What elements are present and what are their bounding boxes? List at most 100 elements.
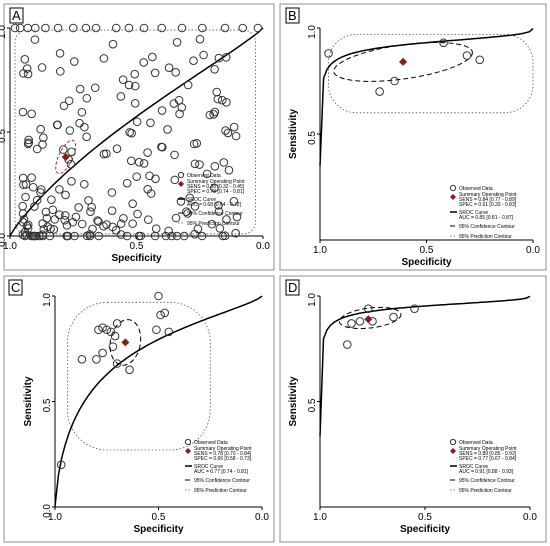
legend-sens: SENS = 0.38 [0.32 - 0.45] xyxy=(187,184,245,190)
observed-data-point xyxy=(202,169,212,179)
observed-data-point xyxy=(79,179,89,189)
observed-data-point xyxy=(102,325,112,335)
observed-data-point xyxy=(94,217,103,226)
x-axis-title: Specificity xyxy=(400,524,450,535)
panel-a: A1.00.50.00.00.51.0SpecificitySensitivit… xyxy=(0,7,270,264)
y-axis-title: Sensitivity xyxy=(288,109,299,159)
legend-auc: AUC = 0.85 [0.81 - 0.87] xyxy=(459,215,514,221)
observed-data-point xyxy=(195,160,204,169)
panel-b: B 1.0 0.5 0.0 0.5 1.0 Specificity Sensitivity Ob… xyxy=(285,7,540,268)
observed-data-point xyxy=(229,197,239,206)
y-tick-label: 1.0 xyxy=(307,25,318,39)
observed-data-point xyxy=(116,219,126,228)
observed-data-point xyxy=(39,133,48,142)
observed-data-point xyxy=(19,180,28,190)
observed-data-point xyxy=(183,80,193,90)
legend-summary-symbol xyxy=(450,448,456,454)
legend-sroc-label: SROC Curve xyxy=(187,197,216,203)
observed-data-point xyxy=(112,319,122,328)
observed-data-point xyxy=(128,219,137,228)
observed-data-point xyxy=(134,157,144,167)
confidence-contour xyxy=(109,319,142,366)
x-axis-title: Specificity xyxy=(401,257,451,268)
panel-label: A xyxy=(12,8,21,23)
panel-d: D 1.0 0.5 0.0 0.5 1.0 Specificity Sensitivity Ob… xyxy=(285,279,537,535)
legend-observed-label: Observed Data xyxy=(194,440,228,446)
observed-data-point xyxy=(209,110,218,119)
observed-data-point xyxy=(30,35,40,44)
legend-summary-label: Summary Operating Point xyxy=(194,446,252,452)
observed-data-point xyxy=(108,39,118,49)
legend-sroc-label: SROC Curve xyxy=(459,210,488,216)
observed-data-point xyxy=(24,138,34,148)
observed-data-point xyxy=(27,109,36,119)
observed-data-point xyxy=(210,162,220,171)
legend-auc: AUC = 0.91 [0.88 - 0.93] xyxy=(459,469,514,475)
x-tick-label: 1.0 xyxy=(3,241,17,252)
legend-prediction-label: 95% Prediction Contour xyxy=(459,488,512,494)
observed-data-point xyxy=(197,23,207,33)
sroc-curve xyxy=(54,295,263,507)
legend-sens: SENS = 0.84 [0.77 - 0.89] xyxy=(459,197,517,203)
observed-data-point xyxy=(37,63,47,72)
observed-data-point xyxy=(94,325,103,335)
observed-data-point xyxy=(190,159,200,169)
observed-data-point xyxy=(190,229,199,239)
legend-confidence-label: 95% Confidence Contour xyxy=(459,478,515,484)
observed-data-point xyxy=(185,193,194,203)
legend-sroc-label: SROC Curve xyxy=(459,464,488,470)
x-tick-label: 0.0 xyxy=(526,245,540,256)
x-tick-label: 1.0 xyxy=(313,512,327,523)
observed-data-point xyxy=(18,209,28,218)
observed-data-point xyxy=(139,58,149,67)
observed-data-point xyxy=(192,138,202,148)
y-tick-label: 0.0 xyxy=(0,233,8,247)
observed-data-point xyxy=(70,57,79,66)
observed-data-point xyxy=(364,304,373,313)
legend-summary-symbol xyxy=(450,194,456,200)
panel-label-box xyxy=(8,279,23,296)
observed-data-point xyxy=(219,158,229,167)
x-tick-label: 0.5 xyxy=(418,512,432,523)
observed-data-point xyxy=(214,201,223,210)
observed-data-point xyxy=(222,215,231,224)
legend-spec: SPEC = 0.77 [0.67 - 0.84] xyxy=(459,456,517,462)
observed-data-point xyxy=(218,231,228,241)
prediction-contour xyxy=(328,33,534,114)
observed-data-point xyxy=(355,317,365,326)
summary-operating-point xyxy=(121,338,130,347)
panel-d-frame xyxy=(279,275,547,543)
observed-data-point xyxy=(156,310,165,320)
observed-data-point xyxy=(18,230,28,240)
observed-data-point xyxy=(81,23,91,33)
observed-data-point xyxy=(23,224,33,233)
observed-data-point xyxy=(53,120,62,130)
observed-data-point xyxy=(112,359,122,368)
observed-data-point xyxy=(231,228,240,238)
observed-data-point xyxy=(23,220,33,230)
observed-data-point xyxy=(462,51,472,60)
observed-data-point xyxy=(122,178,132,188)
observed-data-point xyxy=(86,207,95,216)
observed-data-point xyxy=(23,69,33,79)
observed-data-point xyxy=(172,231,182,241)
observed-data-point xyxy=(55,210,64,219)
panel-label-box xyxy=(285,279,300,296)
observed-data-point xyxy=(146,118,155,128)
observed-data-point xyxy=(67,176,76,186)
observed-data-point xyxy=(139,23,149,33)
sroc-curve xyxy=(9,27,264,237)
observed-data-point xyxy=(24,135,33,145)
observed-data-point xyxy=(20,55,30,64)
observed-data-point xyxy=(32,195,42,205)
observed-data-point xyxy=(94,231,104,241)
panel-label: C xyxy=(11,280,20,295)
observed-data-point xyxy=(111,23,121,33)
observed-data-point xyxy=(130,81,140,91)
legend-summary-label: Summary Operating Point xyxy=(187,179,245,185)
y-axis-title: Sensitivity xyxy=(23,376,34,426)
observed-data-point xyxy=(375,87,384,96)
panel-b-frame xyxy=(279,3,547,271)
